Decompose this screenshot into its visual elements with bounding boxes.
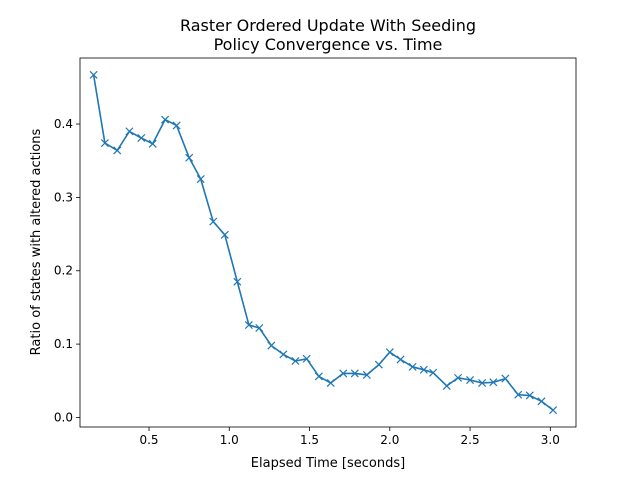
data-point-marker — [255, 323, 264, 332]
data-point-marker — [137, 133, 146, 142]
data-point-marker — [525, 391, 534, 400]
axes-frame — [79, 57, 577, 428]
data-point-marker — [233, 277, 242, 286]
y-tick-label: 0.0 — [54, 410, 73, 424]
chart-subtitle: Policy Convergence vs. Time — [214, 35, 443, 54]
y-tick-label: 0.2 — [54, 264, 73, 278]
x-tick-label: 2.0 — [380, 433, 399, 447]
data-point-marker — [419, 365, 428, 374]
chart-title: Raster Ordered Update With Seeding — [180, 16, 476, 35]
data-point-marker — [196, 175, 205, 184]
data-point-marker — [125, 127, 134, 136]
data-point-marker — [279, 350, 288, 359]
data-point-marker — [501, 374, 510, 383]
data-point-marker — [302, 354, 311, 363]
x-tick-label: 2.5 — [461, 433, 480, 447]
data-point-marker — [291, 356, 300, 366]
data-point-marker — [374, 360, 383, 369]
data-point-marker — [267, 341, 276, 350]
data-point-marker — [209, 217, 218, 226]
data-point-marker — [408, 362, 417, 371]
x-axis-label: Elapsed Time [seconds] — [251, 456, 405, 471]
data-point-marker — [466, 376, 475, 385]
data-point-marker — [161, 115, 170, 124]
data-point-marker — [549, 406, 558, 415]
data-point-marker — [385, 348, 394, 357]
plot-area: 0.5 1.0 1.5 2.0 2.5 3.0 0.0 0.1 0.2 0.3 0.4 — [54, 70, 560, 447]
data-point-marker — [314, 372, 323, 381]
data-point-marker — [396, 355, 405, 364]
data-point-marker — [362, 370, 371, 379]
data-point-marker — [100, 139, 109, 148]
data-point-marker — [537, 397, 546, 406]
x-tick-label: 1.5 — [300, 433, 319, 447]
data-point-marker — [185, 153, 194, 162]
data-point-marker — [514, 390, 523, 399]
data-point-marker — [489, 378, 498, 387]
x-tick-label: 0.5 — [139, 433, 158, 447]
data-point-marker — [113, 146, 122, 155]
y-axis-label: Ratio of states with altered actions — [29, 128, 44, 355]
x-tick-label: 3.0 — [541, 433, 560, 447]
data-point-marker — [350, 369, 359, 378]
x-tick-label: 1.0 — [220, 433, 239, 447]
data-point-marker — [478, 378, 487, 388]
series-line — [92, 74, 554, 411]
y-tick-label: 0.4 — [54, 117, 73, 131]
data-point-marker — [453, 373, 463, 382]
data-point-marker — [220, 230, 229, 239]
data-point-marker — [429, 368, 438, 377]
data-point-marker — [148, 139, 157, 148]
data-point-marker — [244, 321, 253, 330]
data-point-marker — [339, 369, 348, 378]
data-point-marker — [326, 378, 335, 388]
y-tick-label: 0.1 — [54, 337, 73, 351]
data-point-marker — [172, 121, 181, 130]
y-tick-label: 0.3 — [54, 190, 73, 204]
data-point-marker — [89, 70, 98, 79]
data-point-marker — [442, 381, 451, 390]
